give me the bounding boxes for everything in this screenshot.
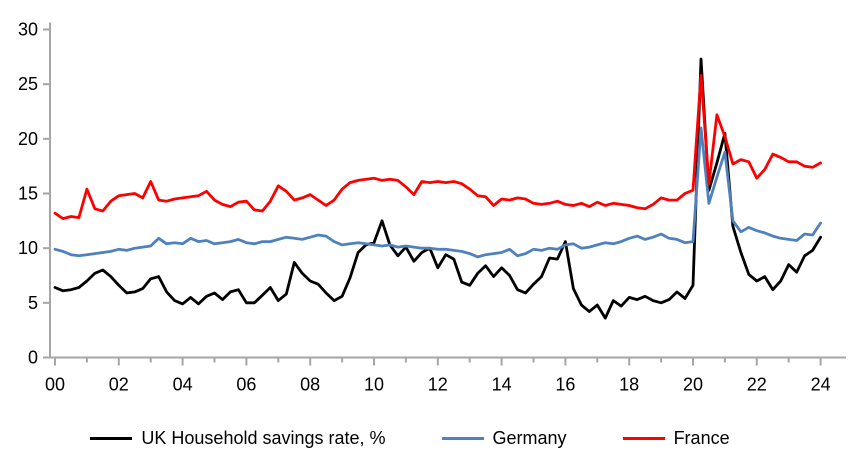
- svg-text:20: 20: [18, 129, 38, 149]
- svg-text:24: 24: [811, 375, 831, 395]
- legend-label-germany: Germany: [492, 428, 567, 448]
- svg-text:22: 22: [747, 375, 767, 395]
- uk-line-swatch: [90, 437, 133, 440]
- svg-text:06: 06: [236, 375, 256, 395]
- legend-item-germany: Germany: [441, 428, 567, 449]
- svg-text:00: 00: [45, 375, 65, 395]
- savings-rate-chart: 0 5 10 15 20 25 30 00 02 04 06 08 10 12 14 16 18 20 22 24: [18, 20, 846, 395]
- chart-legend: UK Household savings rate, % Germany Fra…: [30, 428, 790, 449]
- france-line-swatch: [622, 437, 665, 440]
- svg-text:10: 10: [364, 375, 384, 395]
- svg-text:0: 0: [28, 348, 38, 368]
- svg-text:18: 18: [619, 375, 639, 395]
- svg-text:5: 5: [28, 293, 38, 313]
- svg-text:25: 25: [18, 74, 38, 94]
- svg-text:08: 08: [300, 375, 320, 395]
- legend-label-uk: UK Household savings rate, %: [141, 428, 386, 448]
- line-chart-plot-area: 0 5 10 15 20 25 30 00 02 04 06 08 10 12 14 16 18 20 22 24: [18, 20, 846, 395]
- svg-text:02: 02: [109, 375, 129, 395]
- svg-text:10: 10: [18, 238, 38, 258]
- svg-text:15: 15: [18, 184, 38, 204]
- svg-text:16: 16: [555, 375, 575, 395]
- legend-item-france: France: [622, 428, 730, 449]
- germany-line-swatch: [441, 437, 484, 440]
- legend-item-uk: UK Household savings rate, %: [90, 428, 386, 449]
- svg-text:04: 04: [173, 375, 193, 395]
- svg-text:14: 14: [492, 375, 512, 395]
- svg-text:12: 12: [428, 375, 448, 395]
- svg-text:20: 20: [683, 375, 703, 395]
- legend-label-france: France: [673, 428, 730, 448]
- svg-text:30: 30: [18, 20, 38, 40]
